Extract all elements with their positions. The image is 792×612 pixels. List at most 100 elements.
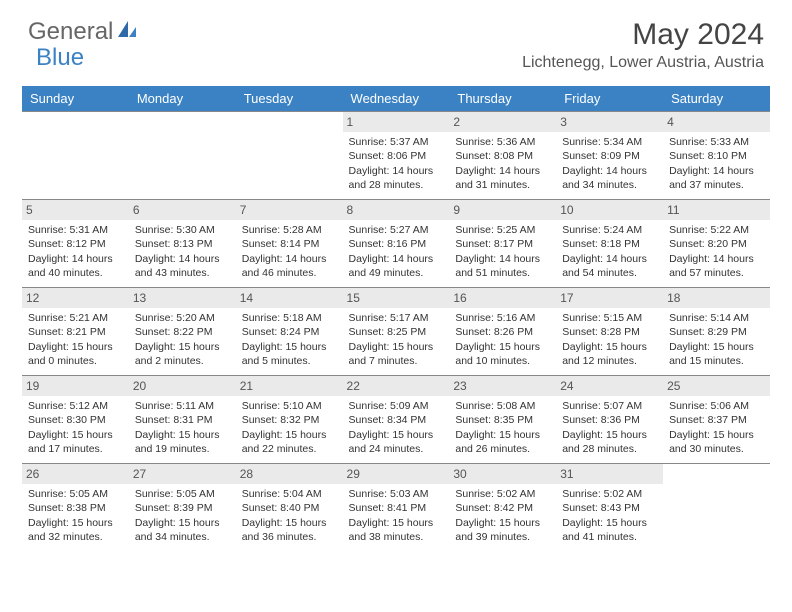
info-value: 8:38 PM xyxy=(67,502,106,514)
calendar-week-row: 5Sunrise: 5:31 AMSunset: 8:12 PMDaylight… xyxy=(22,200,770,288)
day-info-line: Sunrise: 5:31 AM xyxy=(28,223,123,237)
info-label: Sunset: xyxy=(242,326,281,338)
info-label: Daylight: xyxy=(669,341,713,353)
logo-line2: Blue xyxy=(34,44,84,72)
info-value: 8:32 PM xyxy=(280,414,319,426)
day-number: 14 xyxy=(236,288,343,308)
day-info-line: Sunset: 8:13 PM xyxy=(135,237,230,251)
info-label: Sunset: xyxy=(562,414,601,426)
day-info-line: Sunset: 8:28 PM xyxy=(562,325,657,339)
info-value: 5:33 AM xyxy=(711,136,750,148)
info-label: Sunset: xyxy=(669,414,708,426)
info-label: Sunset: xyxy=(562,150,601,162)
day-info-line: Sunrise: 5:02 AM xyxy=(562,487,657,501)
info-label: Sunset: xyxy=(349,150,388,162)
info-label: Sunrise: xyxy=(242,400,283,412)
info-value: 8:21 PM xyxy=(67,326,106,338)
info-label: Daylight: xyxy=(242,253,286,265)
day-info: Sunrise: 5:02 AMSunset: 8:43 PMDaylight:… xyxy=(562,487,657,544)
info-value: 5:04 AM xyxy=(283,488,322,500)
day-number: 26 xyxy=(22,464,129,484)
calendar-day-cell: 9Sunrise: 5:25 AMSunset: 8:17 PMDaylight… xyxy=(449,200,556,288)
location-text: Lichtenegg, Lower Austria, Austria xyxy=(522,54,764,72)
info-label: Daylight: xyxy=(28,341,72,353)
info-value: 8:06 PM xyxy=(387,150,426,162)
info-label: Sunrise: xyxy=(28,224,69,236)
info-label: Daylight: xyxy=(455,429,499,441)
info-label: Sunrise: xyxy=(349,488,390,500)
day-info-line: Daylight: 15 hours and 34 minutes. xyxy=(135,516,230,544)
info-label: Sunrise: xyxy=(28,312,69,324)
info-value: 8:34 PM xyxy=(387,414,426,426)
day-number: 10 xyxy=(556,200,663,220)
day-info-line: Sunset: 8:21 PM xyxy=(28,325,123,339)
info-value: 5:37 AM xyxy=(390,136,429,148)
info-value: 8:20 PM xyxy=(708,238,747,250)
info-label: Sunset: xyxy=(242,502,281,514)
day-info-line: Sunrise: 5:16 AM xyxy=(455,311,550,325)
day-number: 18 xyxy=(663,288,770,308)
day-info-line: Sunset: 8:18 PM xyxy=(562,237,657,251)
info-value: 5:30 AM xyxy=(176,224,215,236)
info-value: 5:24 AM xyxy=(604,224,643,236)
info-label: Sunrise: xyxy=(669,400,710,412)
day-number: 17 xyxy=(556,288,663,308)
title-block: May 2024 Lichtenegg, Lower Austria, Aust… xyxy=(522,18,764,72)
day-info-line: Sunrise: 5:21 AM xyxy=(28,311,123,325)
info-label: Sunrise: xyxy=(669,224,710,236)
day-info-line: Sunset: 8:30 PM xyxy=(28,413,123,427)
info-value: 5:22 AM xyxy=(711,224,750,236)
info-value: 8:09 PM xyxy=(601,150,640,162)
info-label: Sunrise: xyxy=(562,312,603,324)
info-label: Daylight: xyxy=(135,517,179,529)
info-label: Daylight: xyxy=(349,253,393,265)
info-label: Daylight: xyxy=(349,429,393,441)
day-info: Sunrise: 5:12 AMSunset: 8:30 PMDaylight:… xyxy=(28,399,123,456)
info-value: 8:31 PM xyxy=(173,414,212,426)
day-info-line: Daylight: 15 hours and 17 minutes. xyxy=(28,428,123,456)
calendar-day-cell: 21Sunrise: 5:10 AMSunset: 8:32 PMDayligh… xyxy=(236,376,343,464)
calendar-day-cell: 31Sunrise: 5:02 AMSunset: 8:43 PMDayligh… xyxy=(556,464,663,552)
info-label: Sunrise: xyxy=(562,488,603,500)
info-label: Daylight: xyxy=(455,253,499,265)
day-number: 11 xyxy=(663,200,770,220)
day-info: Sunrise: 5:16 AMSunset: 8:26 PMDaylight:… xyxy=(455,311,550,368)
day-info-line: Daylight: 15 hours and 32 minutes. xyxy=(28,516,123,544)
calendar-day-cell: 11Sunrise: 5:22 AMSunset: 8:20 PMDayligh… xyxy=(663,200,770,288)
day-info-line: Daylight: 15 hours and 24 minutes. xyxy=(349,428,444,456)
info-label: Daylight: xyxy=(455,341,499,353)
day-info: Sunrise: 5:14 AMSunset: 8:29 PMDaylight:… xyxy=(669,311,764,368)
day-number: 4 xyxy=(663,112,770,132)
day-info-line: Sunset: 8:37 PM xyxy=(669,413,764,427)
day-number: 22 xyxy=(343,376,450,396)
day-info-line: Daylight: 15 hours and 19 minutes. xyxy=(135,428,230,456)
day-info: Sunrise: 5:02 AMSunset: 8:42 PMDaylight:… xyxy=(455,487,550,544)
info-label: Sunset: xyxy=(135,238,174,250)
info-label: Sunset: xyxy=(562,326,601,338)
info-value: 8:10 PM xyxy=(708,150,747,162)
calendar-day-cell: 5Sunrise: 5:31 AMSunset: 8:12 PMDaylight… xyxy=(22,200,129,288)
info-value: 8:22 PM xyxy=(173,326,212,338)
info-value: 8:35 PM xyxy=(494,414,533,426)
day-info-line: Daylight: 14 hours and 28 minutes. xyxy=(349,164,444,192)
day-header-wednesday: Wednesday xyxy=(343,86,450,112)
info-label: Sunrise: xyxy=(135,312,176,324)
day-info: Sunrise: 5:24 AMSunset: 8:18 PMDaylight:… xyxy=(562,223,657,280)
calendar-day-cell: 25Sunrise: 5:06 AMSunset: 8:37 PMDayligh… xyxy=(663,376,770,464)
day-info: Sunrise: 5:04 AMSunset: 8:40 PMDaylight:… xyxy=(242,487,337,544)
info-label: Sunrise: xyxy=(242,312,283,324)
info-label: Sunset: xyxy=(669,326,708,338)
page-title: May 2024 xyxy=(522,18,764,52)
day-info: Sunrise: 5:09 AMSunset: 8:34 PMDaylight:… xyxy=(349,399,444,456)
day-info-line: Sunset: 8:06 PM xyxy=(349,149,444,163)
info-value: 8:36 PM xyxy=(601,414,640,426)
calendar-day-cell: 22Sunrise: 5:09 AMSunset: 8:34 PMDayligh… xyxy=(343,376,450,464)
info-value: 8:25 PM xyxy=(387,326,426,338)
info-label: Daylight: xyxy=(242,429,286,441)
info-label: Sunset: xyxy=(669,238,708,250)
info-label: Daylight: xyxy=(562,429,606,441)
day-number: 2 xyxy=(449,112,556,132)
day-info: Sunrise: 5:28 AMSunset: 8:14 PMDaylight:… xyxy=(242,223,337,280)
info-label: Sunrise: xyxy=(669,136,710,148)
day-info-line: Daylight: 15 hours and 0 minutes. xyxy=(28,340,123,368)
